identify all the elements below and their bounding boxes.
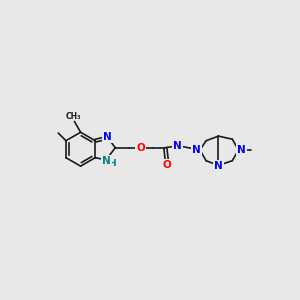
Text: CH₃: CH₃ xyxy=(65,112,81,121)
Text: N: N xyxy=(237,145,246,155)
Text: N: N xyxy=(214,161,223,171)
Text: O: O xyxy=(136,143,145,153)
Text: N: N xyxy=(173,141,182,151)
Text: H: H xyxy=(108,159,115,168)
Text: N: N xyxy=(102,156,111,166)
Text: N: N xyxy=(103,132,112,142)
Text: O: O xyxy=(163,160,171,170)
Text: N: N xyxy=(193,145,201,155)
